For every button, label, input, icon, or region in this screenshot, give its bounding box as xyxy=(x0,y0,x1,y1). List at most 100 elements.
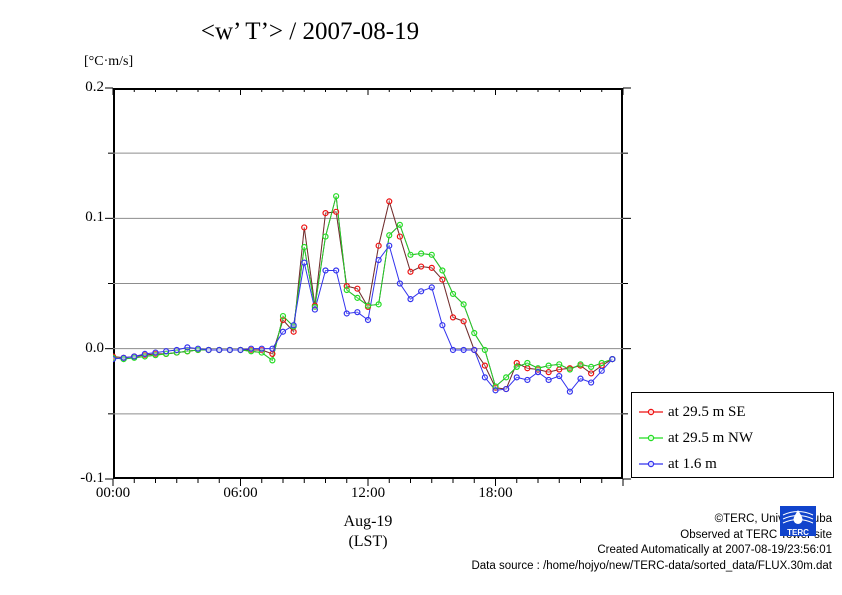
data-point xyxy=(343,310,350,317)
data-point xyxy=(588,363,595,371)
legend-item[interactable]: at 29.5 m SE xyxy=(638,399,833,425)
data-point xyxy=(439,267,446,274)
data-point xyxy=(460,301,467,308)
data-point xyxy=(290,322,297,329)
data-point xyxy=(588,379,595,386)
data-point xyxy=(566,388,573,395)
data-point xyxy=(588,370,595,377)
data-point xyxy=(354,294,361,301)
data-series-layer xyxy=(113,193,616,395)
legend-swatch-1 xyxy=(638,432,664,444)
y-tick-label: 0.0 xyxy=(85,339,104,356)
y-tick-label: 0.1 xyxy=(85,209,104,226)
data-point xyxy=(609,355,616,363)
data-point xyxy=(418,288,425,295)
data-point xyxy=(428,251,435,258)
data-point xyxy=(113,355,117,363)
data-point xyxy=(301,243,308,251)
data-point xyxy=(279,328,287,335)
data-point xyxy=(173,346,180,354)
data-point xyxy=(333,267,340,274)
data-point xyxy=(333,208,340,215)
x-tick-label: 00:00 xyxy=(95,485,131,501)
y-axis-unit-label: [°C·m/s] xyxy=(84,54,134,69)
legend-label-0: at 29.5 m SE xyxy=(668,403,746,420)
data-point xyxy=(449,314,457,321)
data-point xyxy=(428,284,435,291)
footer-credits: ©TERC, Univ. Tsukuba Observed at TERC To… xyxy=(412,512,832,574)
data-point xyxy=(163,348,170,355)
data-point xyxy=(481,362,488,369)
data-point xyxy=(322,210,329,217)
data-point xyxy=(556,361,563,368)
footer-line-datasource: Data source : /home/hojyo/new/TERC-data/… xyxy=(471,559,832,572)
legend-swatch-2 xyxy=(638,458,664,470)
data-point xyxy=(375,242,382,249)
data-point xyxy=(439,276,446,283)
legend-item[interactable]: at 1.6 m xyxy=(638,451,833,477)
footer-line-copyright: ©TERC, Univ. Tsukuba xyxy=(714,513,832,525)
x-axis-title-line1: Aug-19 xyxy=(343,513,393,530)
data-point xyxy=(375,256,382,264)
data-point xyxy=(396,233,403,240)
data-point xyxy=(407,251,414,258)
data-point xyxy=(322,267,329,274)
data-point xyxy=(513,374,520,381)
legend-label-2: at 1.6 m xyxy=(668,455,717,472)
data-point xyxy=(598,359,605,367)
data-point xyxy=(545,376,552,384)
data-point xyxy=(534,369,542,376)
data-point xyxy=(524,376,531,384)
footer-line-created: Created Automatically at 2007-08-19/23:5… xyxy=(597,544,832,556)
data-point xyxy=(577,361,584,368)
data-point xyxy=(364,302,372,309)
data-point xyxy=(460,318,467,325)
data-point xyxy=(343,286,350,294)
y-tick-label: -0.1 xyxy=(80,470,104,486)
data-point xyxy=(131,353,138,360)
x-axis-title: Aug-19 (LST) xyxy=(288,512,448,552)
data-point xyxy=(503,385,510,393)
x-tick-label: 12:00 xyxy=(350,485,386,501)
data-point xyxy=(354,285,361,292)
data-point xyxy=(513,363,520,371)
data-point xyxy=(375,301,382,308)
data-point xyxy=(322,233,329,240)
terc-logo-text: TERC xyxy=(787,528,809,536)
data-point xyxy=(471,346,478,354)
data-point xyxy=(279,312,287,320)
terc-logo: TERC xyxy=(778,506,818,537)
legend: at 29.5 m SE at 29.5 m NW at 1.6 m xyxy=(631,392,834,478)
data-point xyxy=(386,198,393,205)
legend-item[interactable]: at 29.5 m NW xyxy=(638,425,833,451)
data-point xyxy=(269,357,276,364)
data-point xyxy=(226,346,233,354)
y-tick-label: 0.2 xyxy=(85,79,104,95)
data-point xyxy=(396,221,403,228)
data-point xyxy=(481,374,488,381)
data-point xyxy=(481,346,488,354)
data-point xyxy=(556,372,563,380)
data-point xyxy=(184,344,191,351)
data-point xyxy=(386,242,393,249)
data-point xyxy=(598,367,605,374)
data-point xyxy=(269,345,276,352)
data-point xyxy=(418,250,425,257)
data-point xyxy=(439,322,446,329)
plot-area xyxy=(113,88,623,479)
data-point xyxy=(152,349,159,356)
legend-swatch-0 xyxy=(638,406,664,418)
data-point xyxy=(460,346,467,354)
data-point xyxy=(428,264,435,271)
data-point xyxy=(545,369,552,376)
data-point xyxy=(354,309,361,316)
data-point xyxy=(311,306,318,313)
data-point xyxy=(396,280,403,287)
axis-ticks xyxy=(105,87,631,486)
data-point xyxy=(258,345,265,352)
data-point xyxy=(545,362,552,369)
page-title: <w’ T’> / 2007-08-19 xyxy=(200,18,420,45)
x-tick-label: 18:00 xyxy=(478,485,513,501)
data-point xyxy=(205,346,212,354)
data-point xyxy=(449,290,457,298)
